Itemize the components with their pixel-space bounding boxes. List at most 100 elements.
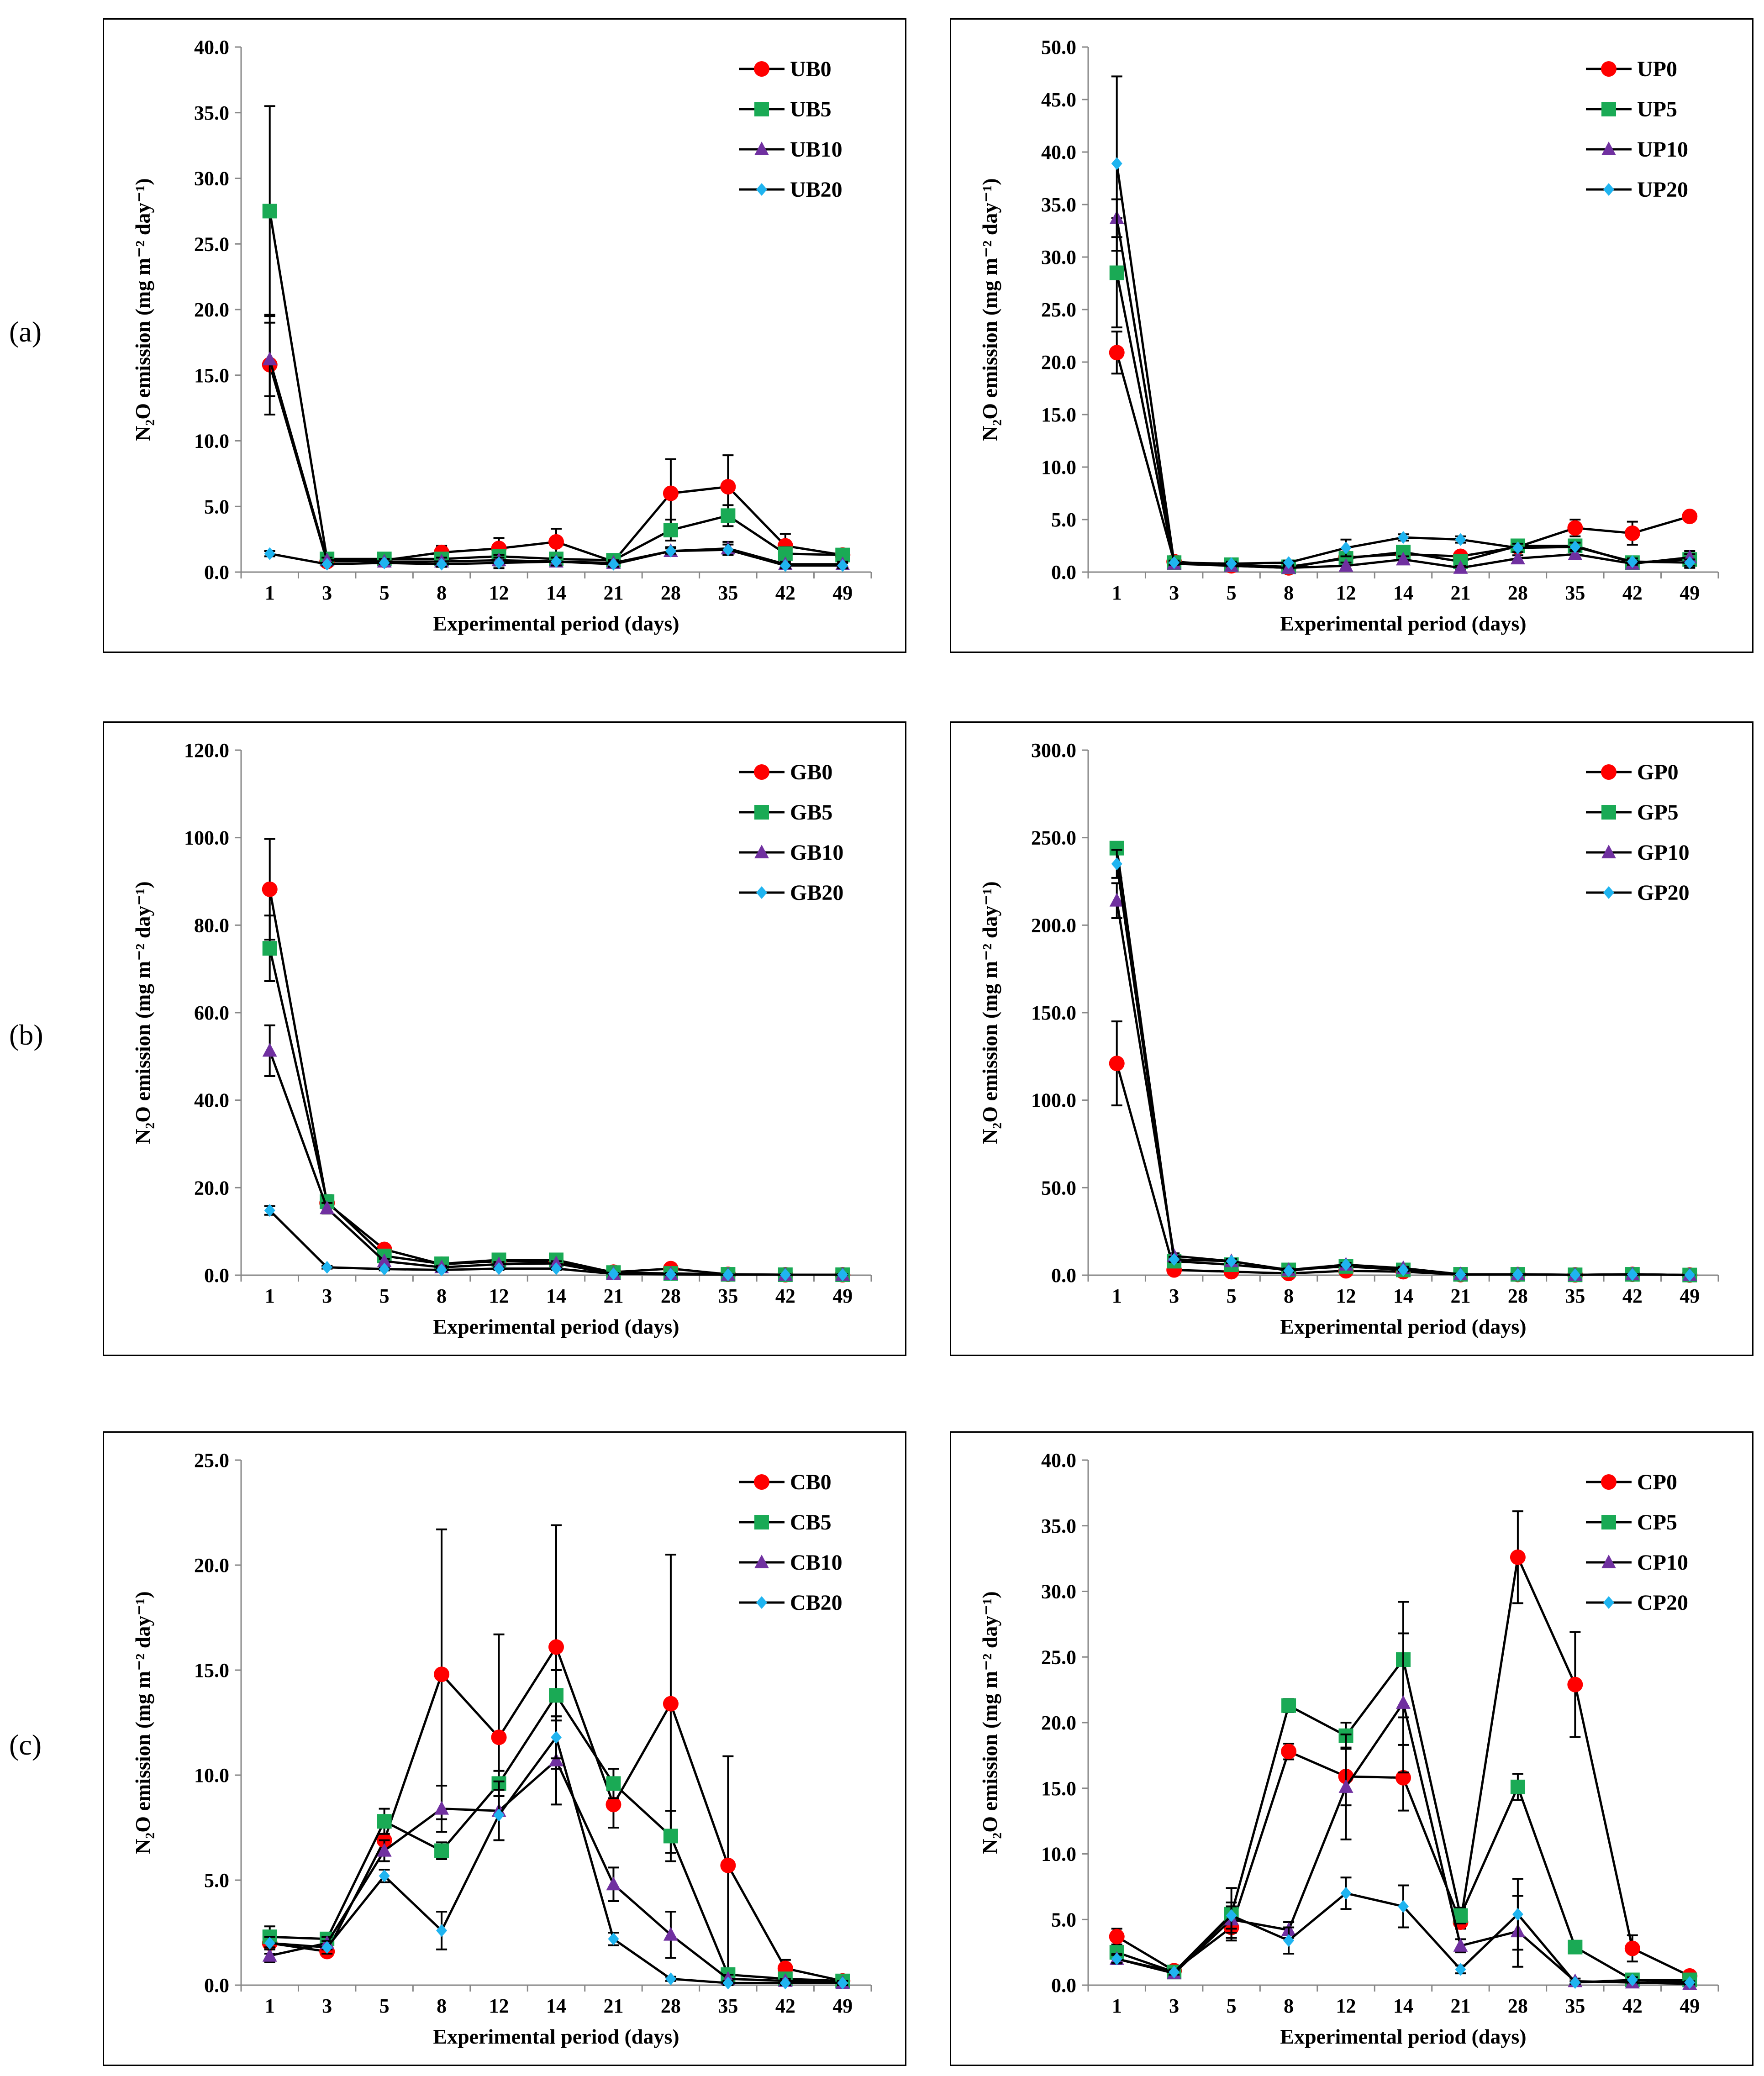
y-tick-label: 25.0 [194, 233, 229, 255]
series-UP5 [1109, 217, 1697, 574]
data-point [1281, 1698, 1296, 1713]
data-point [1624, 1940, 1640, 1956]
data-point [1395, 1770, 1411, 1786]
data-point [1283, 1264, 1295, 1277]
chart-panel-a-left: 0.0 5.0 10.0 15.0 20.0 25.0 30.0 35.0 40.0 1 3 5 8 12… [103, 18, 906, 653]
data-point [1338, 558, 1353, 572]
data-point [1510, 1779, 1525, 1794]
data-point [665, 545, 676, 557]
y-tick-label: 50.0 [1041, 1177, 1076, 1199]
data-point [436, 557, 448, 571]
x-tick-label: 42 [775, 1285, 795, 1307]
data-point [1340, 541, 1352, 555]
y-tick-label: 15.0 [1041, 1777, 1076, 1800]
x-tick-label: 42 [775, 582, 795, 604]
y-axis-title: N₂O emission (mg m⁻² day⁻¹) [978, 178, 1001, 441]
y-tick-label: 25.0 [1041, 1646, 1076, 1668]
series-line [1116, 863, 1690, 1277]
x-tick-label: 12 [489, 1995, 509, 2017]
y-axis-title: N₂O emission (mg m⁻² day⁻¹) [978, 1591, 1001, 1854]
y-tick-label: 20.0 [194, 1177, 229, 1199]
series-line [1116, 900, 1690, 1277]
y-tick-label: 0.0 [1051, 561, 1076, 583]
y-tick-label: 100.0 [1031, 1089, 1076, 1112]
x-tick-label: 5 [379, 1995, 390, 2017]
y-tick-label: 30.0 [1041, 1581, 1076, 1603]
x-tick-label: 21 [603, 1285, 623, 1307]
legend-label-GB5: GB5 [790, 800, 832, 825]
data-point [663, 1927, 678, 1941]
data-point [665, 1972, 676, 1986]
data-point [1169, 1966, 1180, 1979]
legend-label-UB0: UB0 [790, 57, 832, 81]
y-tick-label: 300.0 [1031, 739, 1076, 762]
series-GP0 [1109, 1020, 1698, 1283]
y-tick-label: 25.0 [194, 1449, 229, 1472]
data-point [1111, 157, 1122, 170]
data-point [837, 559, 848, 572]
x-tick-label: 5 [1227, 1995, 1237, 2017]
legend-label-GP0: GP0 [1637, 760, 1679, 784]
y-tick-label: 40.0 [194, 1089, 229, 1112]
y-tick-label: 60.0 [194, 1002, 229, 1024]
y-tick-label: 80.0 [194, 914, 229, 936]
legend-label-CP0: CP0 [1637, 1470, 1677, 1494]
chart-panel-b-left: 0.0 20.0 40.0 60.0 80.0 100.0 120.0 1 3 5 8 12 14 21 2… [103, 721, 906, 1356]
data-point [436, 1263, 448, 1277]
data-point [1569, 1268, 1581, 1282]
chart-svg: 0.05.010.015.020.025.01 3 5 8 12 14 21 28 35 42 49… [131, 1449, 872, 2048]
row-label-a: (a) [9, 315, 42, 348]
row-label-b: (b) [9, 1019, 43, 1051]
data-point [1109, 1929, 1125, 1945]
data-point [665, 1268, 676, 1281]
x-tick-label: 12 [489, 1285, 509, 1307]
data-point [1512, 1908, 1523, 1921]
data-point [1398, 531, 1409, 544]
x-tick-label: 3 [322, 1285, 332, 1307]
series-line [1116, 218, 1690, 569]
series-UP10 [1109, 198, 1697, 574]
chart-svg: 0.05.010.015.020.025.030.035.040.01 3 5 8 12… [978, 1449, 1719, 2048]
data-point [1398, 1900, 1409, 1913]
legend-marker [754, 142, 769, 155]
data-point [608, 557, 619, 571]
legend-marker [754, 845, 769, 858]
data-point [1453, 560, 1468, 574]
x-tick-label: 14 [546, 1995, 566, 2017]
y-tick-label: 5.0 [1051, 1908, 1076, 1931]
series-CP10 [1109, 1632, 1697, 1990]
x-tick-label: 49 [832, 582, 853, 604]
y-tick-label: 40.0 [1041, 1449, 1076, 1472]
data-point [262, 1948, 277, 1962]
x-tick-label: 35 [1565, 1995, 1585, 2017]
x-tick-label: 35 [1565, 1285, 1585, 1307]
data-point [1510, 1549, 1526, 1565]
data-point [606, 1797, 621, 1813]
x-tick-label: 1 [265, 582, 275, 604]
data-point [434, 1801, 449, 1815]
legend-marker [1601, 1474, 1617, 1490]
x-tick-label: 5 [1227, 1285, 1237, 1307]
data-point [549, 1688, 563, 1703]
data-point [1109, 265, 1124, 280]
x-tick-label: 21 [603, 582, 623, 604]
data-point [1684, 1268, 1696, 1282]
series-GB10 [262, 1024, 850, 1281]
data-point [837, 1976, 848, 1990]
legend-marker [1601, 845, 1616, 858]
x-tick-label: 12 [489, 582, 509, 604]
data-point [262, 352, 277, 366]
x-tick-label: 49 [1680, 1285, 1700, 1307]
series-line [269, 210, 843, 562]
series-GB5 [262, 914, 850, 1282]
data-point [321, 1261, 333, 1274]
chart-panel-b-right: 0.0 50.0 100.0 150.0 200.0 250.0 300.0 1 3 5 8 12 14… [950, 721, 1753, 1356]
data-point [1338, 1779, 1353, 1793]
x-tick-label: 8 [437, 582, 447, 604]
y-tick-label: 30.0 [1041, 246, 1076, 268]
data-point [722, 543, 734, 557]
legend-marker [1601, 61, 1617, 77]
x-tick-label: 1 [265, 1285, 275, 1307]
legend-label-GP20: GP20 [1637, 881, 1690, 905]
data-point [1396, 552, 1411, 566]
